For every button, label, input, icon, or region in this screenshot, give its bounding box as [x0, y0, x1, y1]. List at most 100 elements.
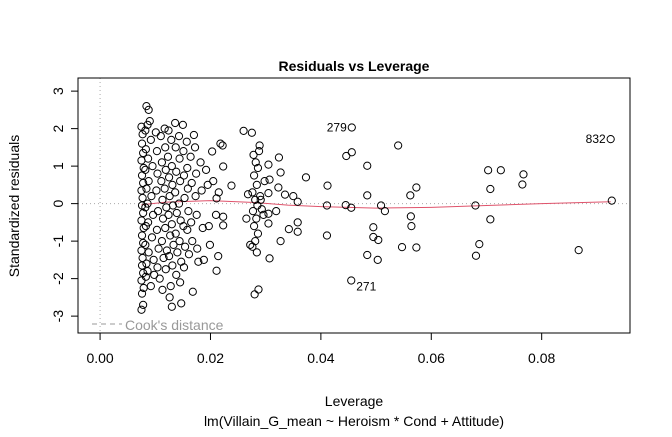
data-point — [289, 192, 298, 201]
data-point — [171, 229, 180, 238]
x-tick-label: 0.04 — [307, 350, 334, 366]
point-label-271: 271 — [356, 280, 376, 294]
data-point — [167, 302, 176, 311]
data-point — [152, 186, 161, 195]
data-point — [369, 223, 378, 232]
data-point — [148, 210, 158, 219]
data-point — [239, 126, 248, 135]
data-point — [139, 223, 148, 233]
data-point — [144, 177, 153, 186]
data-point — [374, 235, 383, 245]
data-point — [149, 255, 158, 264]
data-point — [201, 165, 211, 174]
data-point — [471, 201, 480, 210]
data-point — [518, 180, 527, 189]
data-point — [376, 201, 386, 210]
data-point — [519, 170, 528, 179]
data-point — [323, 181, 332, 190]
data-point — [486, 215, 495, 224]
data-point — [274, 183, 283, 192]
data-point — [167, 135, 176, 144]
data-point — [141, 165, 150, 174]
data-point — [158, 285, 167, 294]
data-point — [253, 163, 263, 173]
data-point — [186, 152, 195, 161]
data-point — [486, 184, 495, 194]
data-point — [249, 150, 258, 159]
data-point — [248, 207, 258, 216]
data-point — [407, 222, 416, 231]
data-point — [168, 201, 178, 210]
data-point — [174, 199, 184, 208]
data-point — [247, 128, 256, 137]
smoother-line — [141, 200, 611, 209]
point-label-832: 832 — [586, 132, 606, 146]
data-point — [188, 237, 197, 246]
data-point — [204, 222, 213, 231]
data-point — [293, 227, 302, 236]
data-point — [188, 287, 197, 296]
data-point — [265, 175, 274, 184]
data-point — [198, 223, 207, 233]
data-point — [183, 184, 192, 193]
chart-title: Residuals vs Leverage — [279, 58, 430, 74]
data-point — [471, 251, 481, 260]
data-point — [293, 218, 302, 227]
data-point — [179, 171, 189, 180]
data-point — [152, 147, 162, 156]
data-point — [161, 223, 170, 233]
data-point — [137, 261, 147, 270]
data-point — [182, 137, 191, 146]
data-point — [189, 130, 199, 140]
data-point — [157, 237, 167, 246]
data-point — [152, 225, 162, 234]
data-point — [146, 282, 155, 291]
data-point — [209, 177, 218, 186]
data-point — [193, 244, 202, 253]
data-point — [151, 128, 160, 137]
data-point — [394, 141, 403, 150]
data-point — [167, 220, 176, 229]
data-point — [153, 169, 162, 178]
data-point — [274, 153, 284, 162]
data-point — [139, 208, 148, 218]
data-point — [363, 250, 372, 260]
data-point — [178, 120, 187, 129]
data-point — [159, 253, 168, 263]
data-point — [254, 285, 263, 294]
data-point — [246, 240, 255, 249]
data-point — [175, 237, 184, 246]
data-point — [137, 231, 147, 240]
data-point — [341, 201, 350, 210]
data-point — [171, 143, 180, 152]
data-point — [208, 147, 217, 156]
data-point — [260, 177, 269, 186]
data-point — [146, 135, 155, 144]
data-point — [161, 165, 170, 174]
data-point — [137, 305, 146, 314]
data-point — [190, 143, 200, 152]
data-point — [265, 254, 274, 263]
data-point — [259, 210, 268, 219]
data-point — [347, 123, 356, 132]
data-point — [218, 141, 227, 150]
data-point — [165, 293, 174, 302]
data-point — [158, 214, 168, 223]
data-point — [172, 270, 181, 279]
data-point — [196, 158, 205, 167]
data-point — [175, 154, 184, 163]
data-point — [214, 252, 223, 261]
y-tick-label: -2 — [50, 272, 66, 285]
data-point — [153, 263, 162, 272]
data-point — [264, 209, 273, 218]
x-tick-label: 0.08 — [528, 350, 555, 366]
data-point — [276, 168, 285, 177]
data-point — [171, 188, 180, 197]
data-point — [144, 154, 153, 163]
data-point — [161, 265, 170, 274]
data-point — [607, 196, 616, 205]
data-point — [183, 225, 192, 234]
data-point — [484, 166, 493, 175]
data-point — [167, 162, 176, 171]
